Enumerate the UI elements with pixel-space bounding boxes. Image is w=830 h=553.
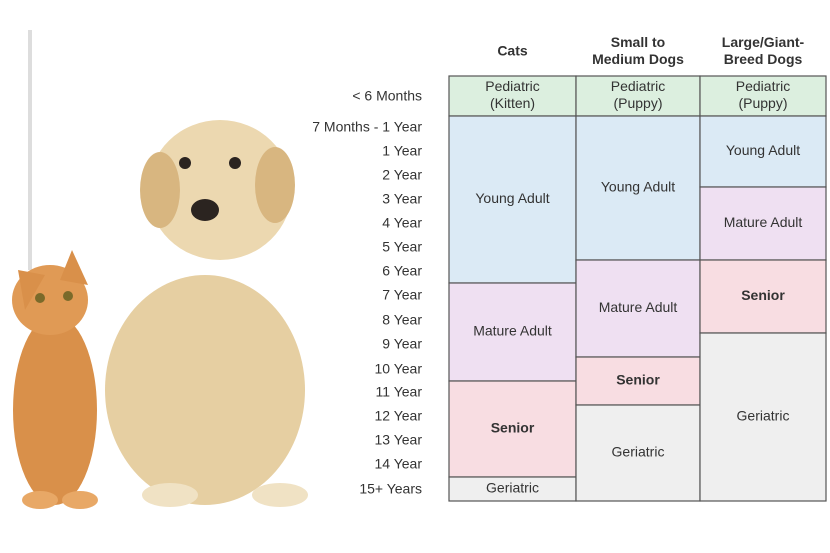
column-header: Small to <box>611 34 665 50</box>
age-label: 7 Months - 1 Year <box>312 119 422 135</box>
age-label: 9 Year <box>382 336 422 352</box>
age-label: < 6 Months <box>352 88 422 104</box>
stage-label: (Kitten) <box>490 95 535 111</box>
stage-cell <box>699 115 827 188</box>
stage-label: Geriatric <box>486 480 539 496</box>
column-header: Large/Giant- <box>722 34 805 50</box>
age-label: 15+ Years <box>359 481 422 497</box>
age-label: 11 Year <box>376 384 423 400</box>
stage-label: Pediatric <box>485 78 539 94</box>
stage-cell <box>699 186 827 261</box>
stage-label: Senior <box>741 287 785 303</box>
stage-label: (Puppy) <box>738 95 787 111</box>
stage-cell <box>575 356 701 406</box>
age-label: 14 Year <box>375 456 423 472</box>
stage-label: Mature Adult <box>599 299 678 315</box>
age-label: 3 Year <box>382 191 422 207</box>
stage-label: Pediatric <box>611 78 665 94</box>
age-label: 4 Year <box>382 215 422 231</box>
stage-label: Senior <box>616 372 660 388</box>
stage-cell <box>575 404 701 502</box>
stage-cell <box>448 476 577 502</box>
column-header: Medium Dogs <box>592 51 684 67</box>
age-label: 6 Year <box>382 263 422 279</box>
age-label: 10 Year <box>375 361 423 377</box>
stage-label: Young Adult <box>601 179 675 195</box>
stage-label: (Puppy) <box>613 95 662 111</box>
age-label: 7 Year <box>382 287 422 303</box>
stage-label: Geriatric <box>612 444 665 460</box>
stage-label: Pediatric <box>736 78 790 94</box>
stage-label: Mature Adult <box>473 323 552 339</box>
stage-label: Senior <box>491 420 535 436</box>
pet-photo <box>12 30 308 509</box>
age-label: 8 Year <box>382 312 422 328</box>
age-label: 2 Year <box>382 167 422 183</box>
age-label: 1 Year <box>382 143 422 159</box>
stage-cell <box>699 332 827 502</box>
stage-label: Young Adult <box>475 190 549 206</box>
stage-cell <box>448 75 577 117</box>
stage-cell <box>575 115 701 261</box>
stage-label: Mature Adult <box>724 214 803 230</box>
column-header: Cats <box>497 43 528 59</box>
age-label: 12 Year <box>375 408 423 424</box>
stage-cell <box>575 259 701 358</box>
stage-label: Geriatric <box>737 408 790 424</box>
stage-label: Young Adult <box>726 142 800 158</box>
stage-cell <box>699 259 827 334</box>
age-label: 13 Year <box>375 432 423 448</box>
column-header: Breed Dogs <box>724 51 803 67</box>
age-label: 5 Year <box>382 239 422 255</box>
